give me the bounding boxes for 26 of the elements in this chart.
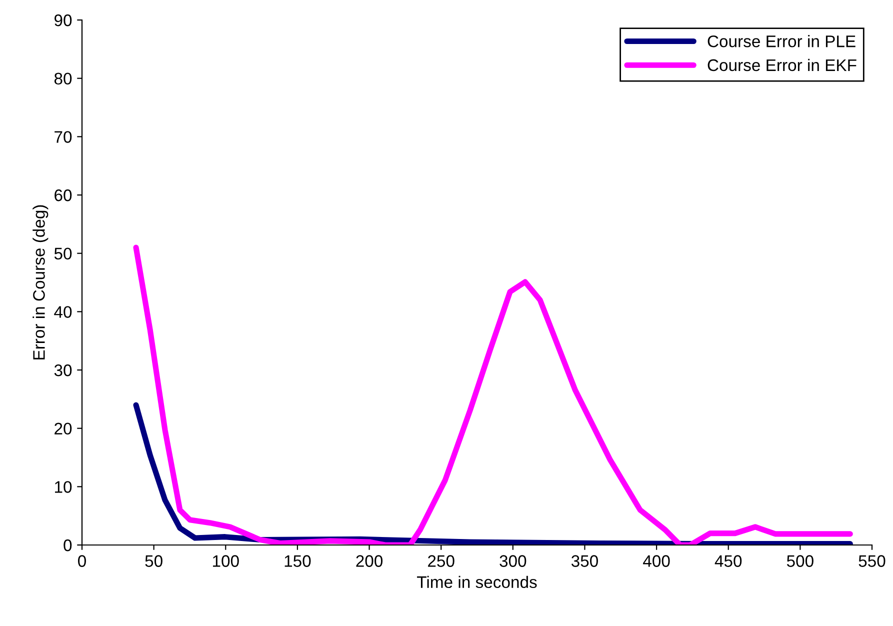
x-tick-label: 100	[213, 555, 239, 567]
legend-label: Course Error in EKF	[708, 58, 856, 72]
y-tick-label: 80	[54, 72, 72, 85]
x-tick-label: 150	[284, 555, 311, 567]
x-tick-label: 0	[78, 555, 86, 567]
x-tick-label: 200	[356, 555, 383, 567]
x-tick-label: 50	[145, 555, 162, 567]
x-tick-label: 250	[428, 555, 454, 567]
x-tick-label: 450	[714, 555, 742, 567]
y-tick-label: 40	[54, 306, 72, 318]
y-tick-label: 10	[55, 481, 72, 493]
y-axis-title: Error in Course (deg)	[32, 205, 48, 360]
x-tick-label: 300	[500, 555, 526, 567]
y-tick-label: 90	[54, 14, 72, 26]
y-tick-label: 70	[54, 131, 72, 143]
y-tick-label: 0	[64, 539, 72, 552]
y-tick-label: 50	[54, 248, 72, 260]
x-tick-label: 400	[643, 555, 670, 567]
x-tick-label: 550	[858, 555, 886, 567]
y-tick-label: 20	[54, 422, 72, 435]
y-tick-label: 60	[54, 189, 72, 202]
x-tick-label: 350	[571, 555, 598, 567]
x-axis-title: Time in seconds	[417, 576, 537, 588]
x-tick-label: 500	[786, 555, 814, 567]
legend-label: Course Error in PLE	[708, 35, 856, 48]
y-tick-label: 30	[54, 364, 72, 376]
